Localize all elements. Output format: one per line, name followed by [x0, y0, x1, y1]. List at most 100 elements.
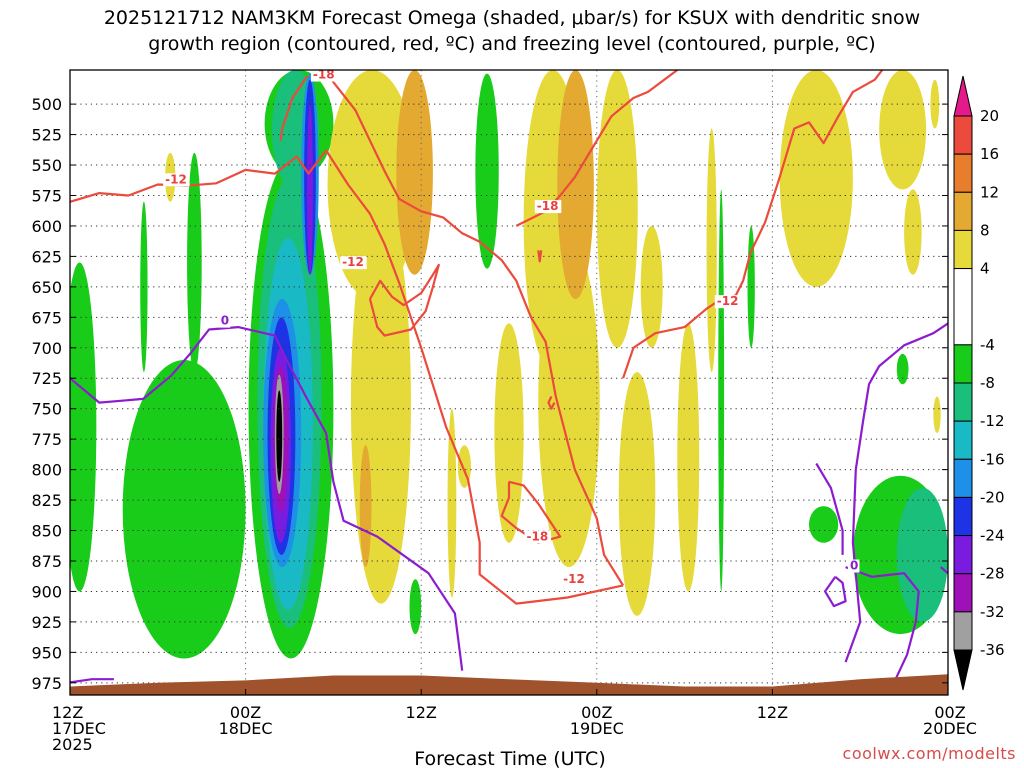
freezing-level-label-5: 0: [850, 559, 858, 573]
chart-title-line2: growth region (contoured, red, ºC) and f…: [148, 33, 875, 55]
omega-region-35: [538, 238, 600, 568]
colorbar-bin-7: [953, 382, 973, 422]
freezing-level-label-0: 0: [221, 314, 229, 328]
omega-region-2: [122, 359, 246, 659]
dgz-contour-label-bg-2: [310, 70, 338, 82]
dgz-contour-label-1: -12: [563, 572, 585, 586]
dgz-contour-label-bg-1: [561, 572, 588, 586]
dgz-contour-label-2: -18: [313, 68, 335, 82]
omega-shading-layer: [70, 70, 948, 659]
colorbar-label--32: -32: [980, 603, 1005, 621]
y-tick-label-500: 500: [31, 95, 62, 114]
x-tick-label-12-1: 18DEC: [219, 719, 273, 738]
omega-region-36: [557, 70, 594, 300]
freezing-level-label-bg-5: [847, 559, 860, 573]
dgz-contour-label-3: -12: [342, 255, 364, 269]
dgz-contour-line-3: [368, 263, 440, 337]
y-tick-label-825: 825: [31, 491, 62, 510]
colorbar-bin-2: [953, 153, 973, 193]
x-tick-label-0-1: 17DEC: [52, 719, 106, 738]
colorbar-label--8: -8: [980, 374, 995, 392]
terrain-layer: [70, 674, 948, 695]
x-tick-label-0-2: 2025: [52, 735, 93, 754]
y-tick-label-900: 900: [31, 582, 62, 601]
y-tick-label-775: 775: [31, 430, 62, 449]
y-tick-label-725: 725: [31, 369, 62, 388]
y-axis: 500 525 550 575 600 625 650 675 700 725 750 775 800 8…: [31, 95, 948, 693]
colorbar-bin-5: [953, 268, 973, 346]
dgz-contour-label-bg-5: [714, 295, 742, 309]
omega-region-38: [596, 70, 638, 348]
colorbar-label--24: -24: [980, 527, 1005, 545]
dgz-contour-label-bg-4: [534, 200, 562, 214]
omega-region-45: [904, 189, 922, 275]
colorbar-bin-9: [953, 458, 973, 498]
omega-region-17: [276, 390, 283, 482]
colorbar-label--20: -20: [980, 488, 1005, 506]
colorbar-bin-4: [953, 229, 973, 270]
dgz-contour-label-0: -12: [165, 172, 187, 186]
omega-region-42: [706, 128, 717, 373]
omega-region-44: [879, 70, 927, 190]
omega-region-31: [359, 445, 372, 568]
dgz-contour-label-6: -18: [527, 529, 549, 543]
terrain-fill: [70, 674, 948, 695]
omega-region-41: [677, 323, 700, 592]
omega-region-30: [396, 70, 433, 275]
omega-region-32: [447, 408, 457, 598]
x-tick-label-48-0: 12Z: [757, 703, 788, 722]
y-tick-label-950: 950: [31, 643, 62, 662]
omega-region-19: [475, 73, 499, 269]
omega-region-0: [70, 262, 97, 592]
dgz-contour-layer: -12 -12 -18 -12 -18 -12 -18: [70, 68, 884, 605]
y-tick-label-650: 650: [31, 278, 62, 297]
y-tick-label-575: 575: [31, 186, 62, 205]
y-tick-label-975: 975: [31, 674, 62, 693]
omega-region-24: [808, 506, 839, 543]
colorbar: 20 16 12 8 4 -4 -8 -12 -16 -20 -24 -28 -32 -36: [953, 75, 1005, 691]
omega-region-20: [409, 579, 422, 635]
omega-region-14: [307, 104, 313, 275]
colorbar-label--16: -16: [980, 450, 1005, 468]
dgz-contour-line-5: [622, 70, 884, 379]
x-tick-label-0-0: 12Z: [52, 703, 83, 722]
freezing-level-layer: 00: [70, 314, 948, 684]
colorbar-bin-8: [953, 420, 973, 460]
freezing-level-line-1: [70, 678, 114, 684]
dgz-contour-line-1: [325, 70, 625, 586]
grid-layer: [70, 70, 948, 695]
colorbar-label--36: -36: [980, 641, 1005, 659]
credit-text: coolwx.com/modelts: [843, 744, 1016, 763]
dgz-contour-line-2: [279, 75, 309, 141]
omega-region-37: [494, 323, 524, 543]
omega-region-40: [618, 372, 656, 616]
omega-region-39: [640, 225, 663, 348]
colorbar-bin-10: [953, 496, 973, 537]
colorbar-bin-1: [953, 115, 973, 155]
colorbar-label-12: 12: [980, 183, 999, 201]
y-tick-label-550: 550: [31, 156, 62, 175]
dgz-contour-label-4: -18: [537, 199, 559, 213]
x-tick-label-36-0: 00Z: [581, 703, 612, 722]
x-tick-label-12-0: 00Z: [230, 703, 261, 722]
freezing-level-line-2: [844, 322, 948, 663]
freezing-level-label-bg-0: [218, 314, 231, 328]
colorbar-label-20: 20: [980, 107, 999, 125]
colorbar-bin-6: [953, 344, 973, 384]
dgz-contour-label-bg-3: [340, 256, 367, 270]
colorbar-label--12: -12: [980, 412, 1005, 430]
y-tick-label-525: 525: [31, 126, 62, 145]
omega-region-26: [896, 487, 948, 622]
colorbar-bin-11: [953, 535, 973, 575]
colorbar-bottom-triangle: [953, 649, 973, 691]
omega-region-43: [779, 70, 853, 287]
freezing-level-line-5: [845, 566, 920, 684]
y-tick-label-675: 675: [31, 308, 62, 327]
x-tick-label-60-0: 00Z: [934, 703, 965, 722]
y-tick-label-850: 850: [31, 522, 62, 541]
omega-region-47: [933, 396, 941, 434]
y-tick-label-875: 875: [31, 552, 62, 571]
y-tick-label-700: 700: [31, 339, 62, 358]
